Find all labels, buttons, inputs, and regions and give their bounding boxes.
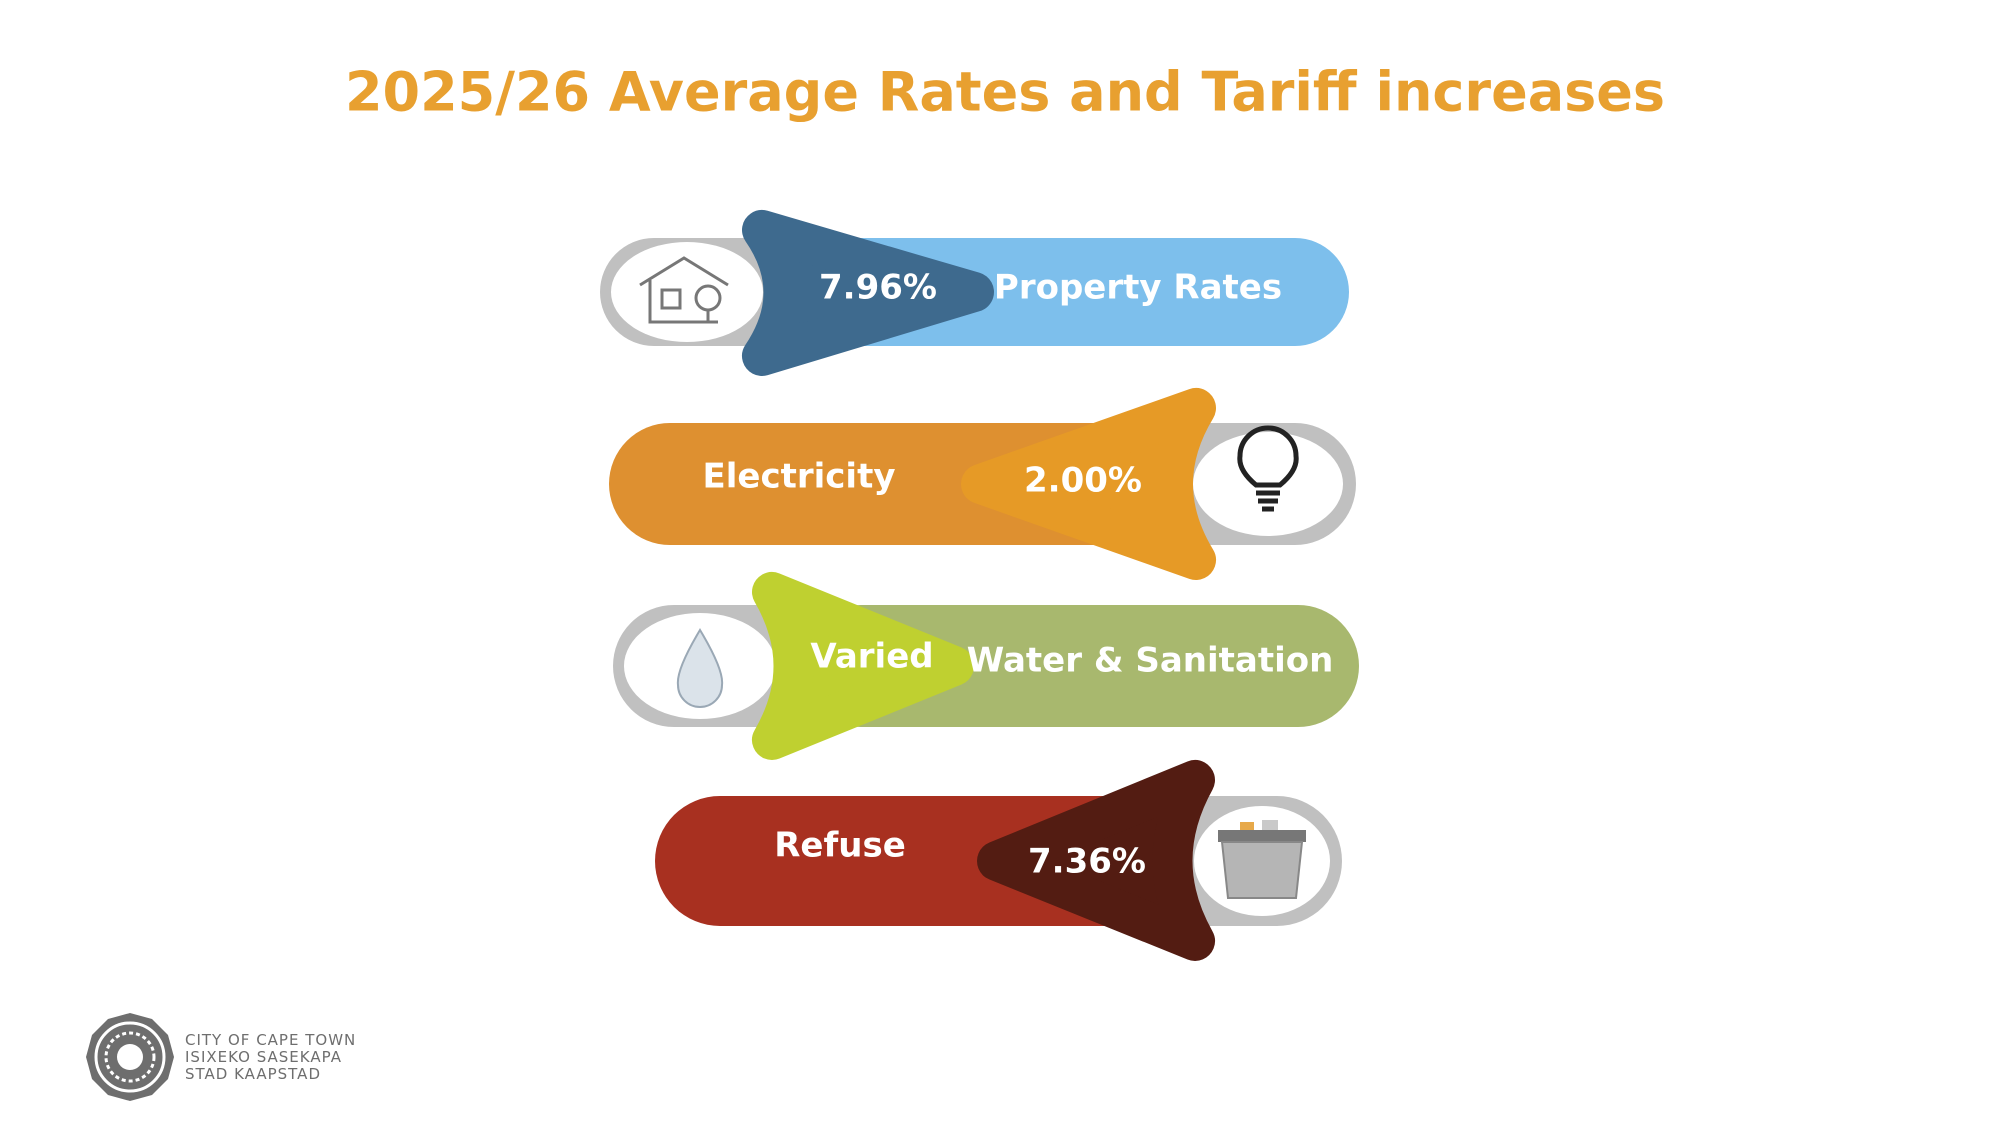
icon-circle <box>611 242 763 342</box>
label-text: Refuse <box>774 826 906 866</box>
house-search-icon <box>639 256 729 324</box>
value-text: Varied <box>810 637 933 677</box>
value-text: 7.96% <box>819 268 937 308</box>
logo-line-2: ISIXEKO SASEKAPA <box>185 1048 342 1066</box>
logo-line-3: STAD KAAPSTAD <box>185 1065 321 1083</box>
label-text: Electricity <box>703 457 896 497</box>
refuse-bin-icon <box>1218 820 1306 899</box>
value-arrow <box>977 760 1215 961</box>
value-arrow <box>752 572 974 760</box>
value-arrow <box>961 388 1216 580</box>
label-text: Property Rates <box>994 268 1282 308</box>
lightbulb-icon <box>1237 425 1299 512</box>
row-property-rates: 7.96% Property Rates <box>600 210 1349 376</box>
row-refuse: Refuse 7.36% <box>655 760 1342 961</box>
city-emblem-icon <box>86 1013 174 1101</box>
water-drop-icon <box>676 628 724 708</box>
city-of-cape-town-logo: CITY OF CAPE TOWN ISIXEKO SASEKAPA STAD … <box>86 1013 356 1101</box>
slide-title: 2025/26 Average Rates and Tariff increas… <box>345 61 1665 124</box>
logo-line-1: CITY OF CAPE TOWN <box>185 1031 356 1049</box>
label-pill <box>800 605 1359 727</box>
value-text: 2.00% <box>1024 461 1142 501</box>
value-text: 7.36% <box>1028 842 1146 882</box>
row-water-sanitation: Varied Water & Sanitation <box>613 572 1359 760</box>
value-arrow <box>742 210 994 376</box>
label-text: Water & Sanitation <box>967 641 1334 681</box>
row-electricity: Electricity 2.00% <box>609 388 1356 580</box>
